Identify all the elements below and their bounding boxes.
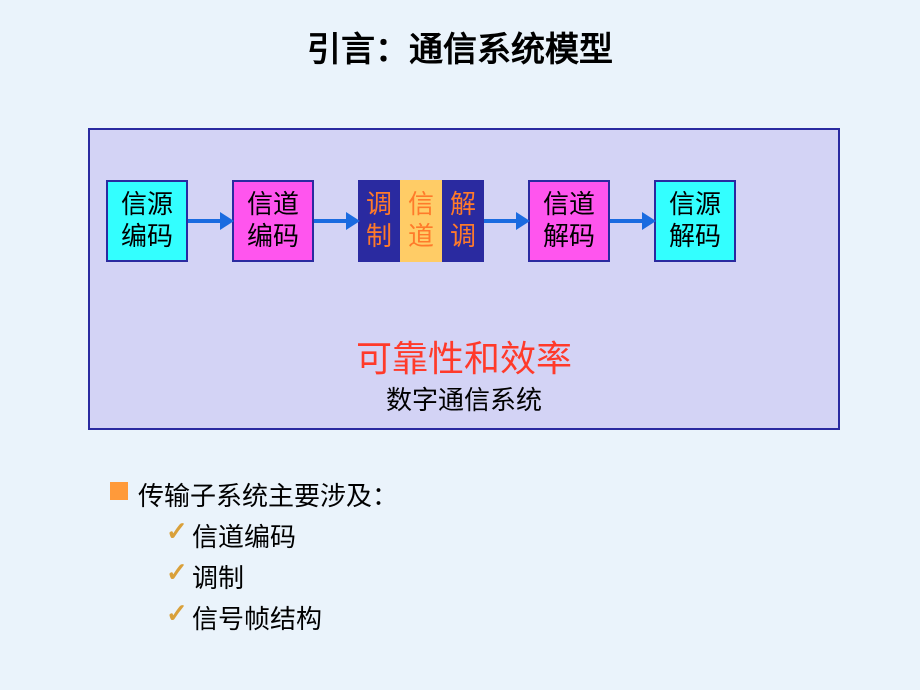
flow-box-0: 信源 编码 (106, 180, 188, 262)
diagram-caption-big: 可靠性和效率 (90, 330, 838, 382)
flow-box-2: 信道 编码 (232, 180, 314, 262)
arrow-icon (314, 180, 358, 262)
sub-bullet-2: ✓信号帧结构 (166, 599, 398, 636)
sub-list: ✓信道编码✓调制✓信号帧结构 (166, 517, 398, 636)
square-icon (110, 482, 128, 500)
sub-bullet-text: 调制 (192, 558, 244, 595)
diagram-caption-small: 数字通信系统 (90, 380, 838, 417)
arrow-icon (610, 180, 654, 262)
sub-bullet-text: 信道编码 (192, 517, 296, 554)
arrow-icon (188, 180, 232, 262)
check-icon: ✓ (166, 599, 188, 629)
sub-bullet-0: ✓信道编码 (166, 517, 398, 554)
diagram-container: 信源 编码信道 编码 调 制信 道解 调 信道 解码信源 解码 可靠性和效率 数字通… (88, 128, 840, 430)
bullet-section: 传输子系统主要涉及： ✓信道编码✓调制✓信号帧结构 (110, 476, 398, 640)
check-icon: ✓ (166, 517, 188, 547)
flow-box-10: 信源 解码 (654, 180, 736, 262)
flow-box-4: 调 制 (358, 180, 400, 262)
flow-row: 信源 编码信道 编码 调 制信 道解 调 信道 解码信源 解码 (106, 180, 736, 262)
page-title: 引言：通信系统模型 (0, 22, 920, 71)
flow-box-8: 信道 解码 (528, 180, 610, 262)
sub-bullet-text: 信号帧结构 (192, 599, 322, 636)
bullet-heading: 传输子系统主要涉及： (110, 476, 398, 513)
bullet-heading-text: 传输子系统主要涉及： (138, 476, 398, 513)
sub-bullet-1: ✓调制 (166, 558, 398, 595)
check-icon: ✓ (166, 558, 188, 588)
arrow-icon (484, 180, 528, 262)
flow-box-5: 信 道 (400, 180, 442, 262)
flow-box-6: 解 调 (442, 180, 484, 262)
